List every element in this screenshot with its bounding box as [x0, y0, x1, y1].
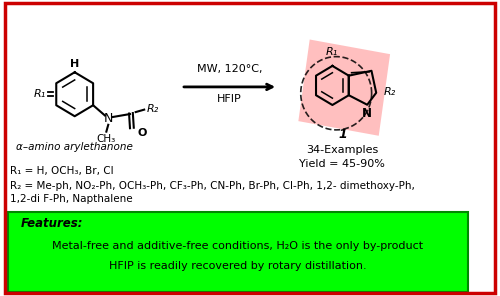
Text: Yield = 45-90%: Yield = 45-90% [299, 159, 385, 169]
Text: HFIP is readily recovered by rotary distillation.: HFIP is readily recovered by rotary dist… [109, 261, 366, 271]
Text: R₂: R₂ [384, 87, 396, 97]
Polygon shape [298, 39, 390, 136]
Text: HFIP: HFIP [217, 94, 242, 104]
FancyBboxPatch shape [8, 212, 468, 292]
Text: N: N [362, 107, 372, 120]
Text: 1: 1 [338, 128, 347, 141]
Text: H: H [70, 59, 80, 69]
Text: R₁: R₁ [34, 89, 46, 99]
Text: Metal-free and additive-free conditions, H₂O is the only by-product: Metal-free and additive-free conditions,… [52, 241, 424, 251]
Text: R₁: R₁ [326, 47, 338, 57]
Text: CH₃: CH₃ [96, 133, 116, 144]
Text: 34-Examples: 34-Examples [306, 145, 378, 155]
Text: Features:: Features: [21, 217, 84, 230]
Text: R₁ = H, OCH₃, Br, Cl: R₁ = H, OCH₃, Br, Cl [10, 166, 114, 176]
Text: R₂ = Me-ph, NO₂-Ph, OCH₃-Ph, CF₃-Ph, CN-Ph, Br-Ph, Cl-Ph, 1,2- dimethoxy-Ph,: R₂ = Me-ph, NO₂-Ph, OCH₃-Ph, CF₃-Ph, CN-… [10, 181, 415, 191]
Text: R₂: R₂ [147, 104, 160, 114]
Text: α–amino arylethanone: α–amino arylethanone [16, 142, 133, 152]
Text: O: O [137, 128, 146, 138]
Text: N: N [104, 112, 113, 126]
Text: MW, 120°C,: MW, 120°C, [196, 64, 262, 74]
Text: 1,2-di F-Ph, Napthalene: 1,2-di F-Ph, Napthalene [10, 194, 132, 204]
